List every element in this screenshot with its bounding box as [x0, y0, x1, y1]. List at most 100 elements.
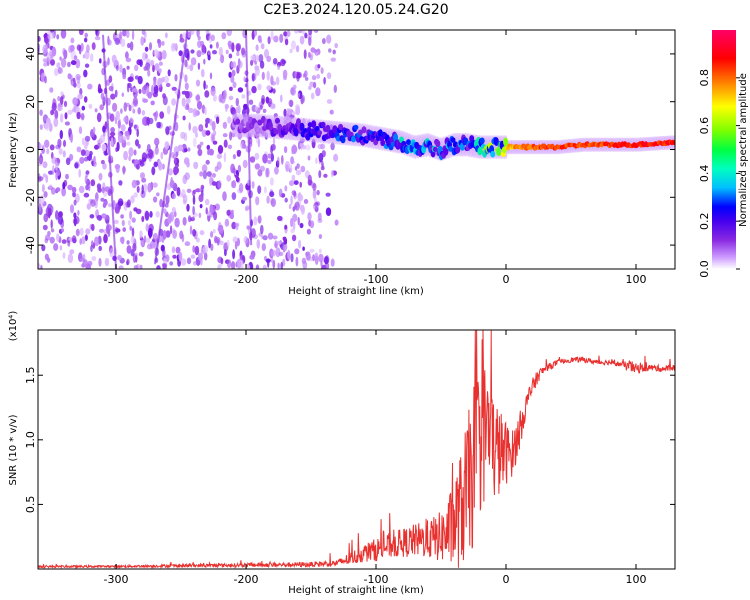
ridge-point	[406, 139, 411, 146]
noise-speckle	[157, 39, 162, 48]
noise-speckle	[277, 215, 283, 221]
noise-speckle	[128, 147, 134, 157]
noise-speckle	[63, 139, 66, 148]
noise-speckle	[174, 211, 177, 218]
noise-speckle	[39, 109, 43, 116]
noise-speckle	[262, 153, 268, 164]
noise-speckle	[165, 126, 170, 135]
noise-speckle	[182, 32, 186, 39]
noise-speckle	[131, 227, 135, 238]
noise-speckle	[202, 170, 207, 180]
noise-speckle	[90, 199, 96, 207]
noise-speckle	[277, 64, 280, 70]
noise-speckle	[86, 203, 92, 210]
noise-speckle	[295, 45, 300, 53]
noise-speckle	[64, 121, 70, 126]
noise-speckle	[266, 70, 270, 81]
noise-speckle	[266, 167, 270, 178]
noise-speckle	[57, 138, 62, 148]
noise-speckle	[282, 236, 287, 241]
noise-speckle	[231, 192, 237, 201]
noise-speckle	[198, 194, 204, 203]
noise-speckle	[295, 256, 299, 267]
noise-speckle	[185, 97, 191, 104]
noise-speckle	[220, 257, 224, 265]
noise-speckle	[300, 165, 306, 173]
noise-speckle	[45, 206, 51, 217]
noise-speckle	[253, 30, 257, 37]
noise-speckle	[223, 139, 228, 148]
noise-speckle	[219, 57, 224, 62]
noise-speckle	[216, 41, 219, 49]
noise-speckle	[252, 55, 256, 61]
noise-speckle	[59, 96, 64, 105]
noise-speckle	[125, 30, 130, 39]
noise-speckle	[141, 30, 146, 35]
noise-speckle	[188, 122, 191, 131]
noise-speckle	[42, 224, 48, 231]
noise-speckle	[197, 62, 201, 70]
noise-speckle	[171, 246, 176, 254]
noise-speckle	[155, 110, 158, 119]
noise-speckle	[172, 43, 178, 50]
noise-speckle	[222, 121, 228, 129]
noise-speckle	[242, 159, 248, 169]
noise-speckle	[283, 146, 288, 154]
noise-speckle	[115, 228, 121, 233]
noise-speckle	[226, 259, 232, 269]
noise-speckle	[63, 100, 68, 107]
noise-speckle	[322, 38, 326, 45]
noise-speckle	[75, 73, 81, 81]
colorbar-ticks: 0.0 0.2 0.4 0.6 0.8	[698, 69, 740, 278]
noise-speckle	[266, 85, 272, 91]
ridge-point	[672, 140, 675, 145]
noise-speckle	[78, 126, 83, 134]
noise-speckle	[144, 53, 148, 59]
noise-speckle	[131, 217, 136, 223]
noise-speckle	[119, 31, 123, 40]
noise-speckle	[257, 138, 261, 148]
noise-speckle	[67, 73, 72, 80]
noise-speckle	[290, 156, 294, 165]
noise-speckle	[116, 141, 120, 152]
noise-speckle	[217, 180, 222, 190]
colorbar-tick-label: 0.4	[698, 165, 711, 183]
noise-speckle	[283, 244, 288, 252]
noise-speckle	[114, 37, 121, 45]
noise-speckle	[256, 54, 259, 62]
noise-speckle	[106, 224, 112, 232]
noise-speckle	[231, 261, 236, 269]
noise-speckle	[305, 144, 311, 151]
noise-speckle	[326, 99, 333, 104]
noise-speckle	[141, 177, 147, 183]
noise-speckle	[217, 144, 224, 154]
noise-speckle	[54, 161, 59, 171]
noise-speckle	[98, 245, 102, 252]
noise-speckle	[139, 160, 145, 167]
noise-speckle	[146, 116, 150, 126]
noise-speckle	[93, 160, 97, 167]
noise-speckle	[88, 103, 93, 109]
noise-speckle	[297, 92, 300, 98]
noise-speckle	[326, 72, 332, 80]
noise-speckle	[300, 205, 305, 215]
noise-speckle	[250, 55, 254, 61]
noise-speckle	[207, 54, 211, 61]
noise-speckle	[90, 53, 94, 62]
noise-speckle	[67, 253, 74, 264]
noise-speckle	[58, 148, 63, 155]
noise-speckle	[225, 49, 229, 55]
noise-speckle	[262, 264, 267, 269]
noise-speckle	[191, 216, 195, 221]
noise-speckle	[60, 57, 67, 68]
noise-speckle	[98, 172, 103, 181]
noise-speckle	[228, 53, 233, 59]
noise-speckle	[79, 156, 85, 164]
noise-speckle	[241, 196, 248, 201]
noise-speckle	[108, 75, 113, 83]
noise-speckle	[158, 68, 162, 74]
noise-speckle	[140, 36, 145, 46]
noise-speckle	[138, 251, 144, 257]
noise-speckle	[299, 222, 304, 229]
noise-speckle	[312, 183, 317, 191]
